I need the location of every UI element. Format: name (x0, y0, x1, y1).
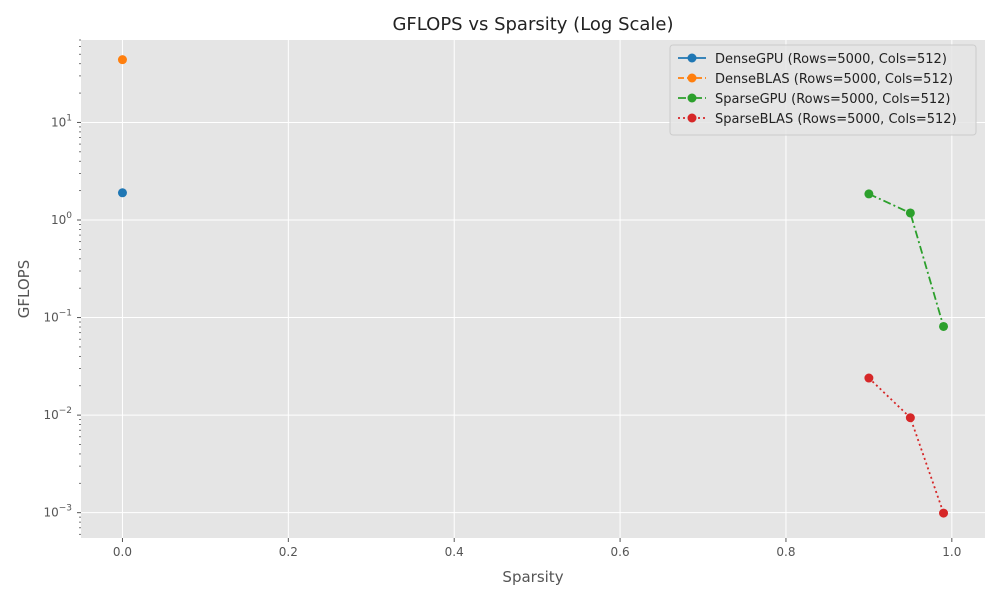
y-tick-label: 10−1 (43, 309, 72, 325)
legend: DenseGPU (Rows=5000, Cols=512) DenseBLAS … (669, 44, 977, 136)
series-3 (864, 373, 949, 518)
x-tick-label: 0.0 (113, 545, 132, 559)
y-minor-ticks (79, 39, 81, 535)
chart-title: GFLOPS vs Sparsity (Log Scale) (392, 14, 673, 35)
y-tick-label: 101 (51, 113, 72, 129)
x-tick-label: 0.8 (776, 545, 795, 559)
legend-marker (687, 73, 697, 83)
x-tick-label: 0.2 (279, 545, 298, 559)
legend-marker (687, 53, 697, 63)
y-axis-label: GFLOPS (15, 260, 33, 318)
y-tick-label: 100 (51, 211, 72, 227)
data-point (117, 55, 127, 65)
legend-marker (687, 113, 697, 123)
legend-marker (687, 93, 697, 103)
data-point (905, 208, 915, 218)
series-2 (864, 189, 949, 331)
y-tick-label: 10−2 (43, 406, 72, 422)
data-point (939, 508, 949, 518)
series-1 (117, 55, 127, 65)
data-point (939, 321, 949, 331)
series-line (868, 193, 945, 327)
data-point (864, 373, 874, 383)
data-point (905, 413, 915, 423)
x-tick-label: 0.6 (611, 545, 630, 559)
legend-label: DenseBLAS (Rows=5000, Cols=512) (715, 72, 953, 87)
series-0 (117, 188, 127, 198)
legend-label: DenseGPU (Rows=5000, Cols=512) (715, 52, 947, 67)
x-tick-label: 0.4 (445, 545, 464, 559)
x-axis-label: Sparsity (502, 568, 563, 586)
x-axis-ticks: 0.0 0.2 0.4 0.6 0.8 1.0 (113, 538, 961, 559)
data-point (117, 188, 127, 198)
y-axis-ticks: 10−3 10−2 10−1 100 101 (43, 113, 81, 520)
legend-box (669, 44, 977, 136)
series-layer (117, 55, 949, 518)
legend-label: SparseBLAS (Rows=5000, Cols=512) (715, 112, 957, 127)
data-point (864, 189, 874, 199)
x-tick-label: 1.0 (942, 545, 961, 559)
y-tick-label: 10−3 (43, 504, 72, 520)
legend-label: SparseGPU (Rows=5000, Cols=512) (715, 92, 950, 107)
